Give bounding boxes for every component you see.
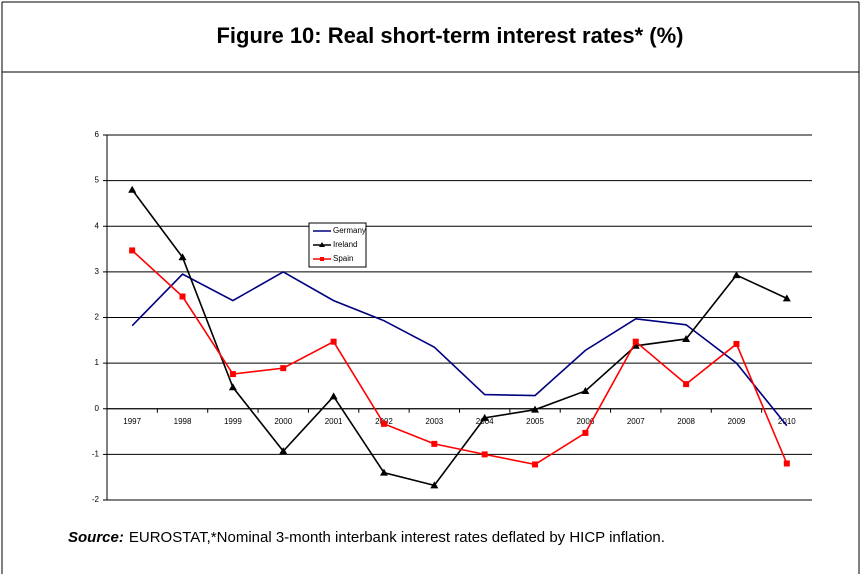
y-tick-label: 2 — [95, 313, 100, 322]
point — [782, 294, 791, 302]
y-tick-label: 1 — [95, 358, 100, 367]
point — [128, 185, 137, 193]
point — [178, 253, 187, 261]
y-tick-label: 3 — [95, 267, 100, 276]
point — [280, 365, 287, 372]
x-tick-label: 1999 — [224, 417, 242, 426]
point — [632, 338, 639, 345]
point — [329, 392, 338, 400]
point — [279, 447, 288, 455]
point — [733, 340, 740, 347]
point — [229, 371, 236, 378]
point — [783, 460, 790, 467]
x-tick-label: 2005 — [526, 417, 544, 426]
series-line — [131, 189, 788, 487]
point — [682, 334, 691, 342]
x-tick-label: 2008 — [677, 417, 695, 426]
point — [228, 383, 237, 391]
legend-label: Spain — [333, 254, 353, 263]
x-tick-label: 2006 — [576, 417, 594, 426]
x-tick-label: 2000 — [274, 417, 292, 426]
series-line — [131, 270, 788, 427]
x-tick-label: 1998 — [174, 417, 192, 426]
point — [631, 341, 640, 349]
y-tick-label: -2 — [92, 495, 100, 504]
chart-title: Figure 10: Real short-term interest rate… — [216, 23, 683, 48]
point — [380, 420, 387, 427]
point — [480, 413, 489, 421]
x-tick-label: 2001 — [325, 417, 343, 426]
y-tick-label: -1 — [92, 449, 100, 458]
point — [430, 481, 439, 489]
y-tick-label: 6 — [95, 130, 100, 139]
point — [581, 386, 590, 394]
legend-label: Germany — [333, 226, 366, 235]
x-tick-label: 2004 — [476, 417, 494, 426]
legend-marker — [319, 242, 325, 247]
x-tick-label: 1997 — [123, 417, 141, 426]
x-tick-label: 2003 — [425, 417, 443, 426]
point — [683, 381, 690, 388]
x-tick-label: 2009 — [728, 417, 746, 426]
x-tick-label: 2007 — [627, 417, 645, 426]
point — [582, 429, 589, 436]
x-tick-label: 2010 — [778, 417, 796, 426]
y-tick-label: 5 — [95, 176, 100, 185]
source-text: EUROSTAT,*Nominal 3-month interbank inte… — [129, 529, 665, 546]
legend-marker — [320, 257, 324, 261]
source: Source: EUROSTAT,*Nominal 3-month interba… — [68, 529, 665, 546]
point — [379, 468, 388, 476]
series-line — [131, 249, 788, 466]
point — [531, 405, 540, 413]
point — [732, 271, 741, 279]
legend-label: Ireland — [333, 240, 357, 249]
y-tick-label: 0 — [95, 404, 100, 413]
point — [129, 247, 136, 254]
y-tick-label: 4 — [95, 221, 100, 230]
point — [481, 451, 488, 458]
point — [179, 293, 186, 300]
source-label: Source: — [68, 529, 124, 546]
point — [330, 338, 337, 345]
point — [532, 461, 539, 468]
point — [431, 440, 438, 447]
